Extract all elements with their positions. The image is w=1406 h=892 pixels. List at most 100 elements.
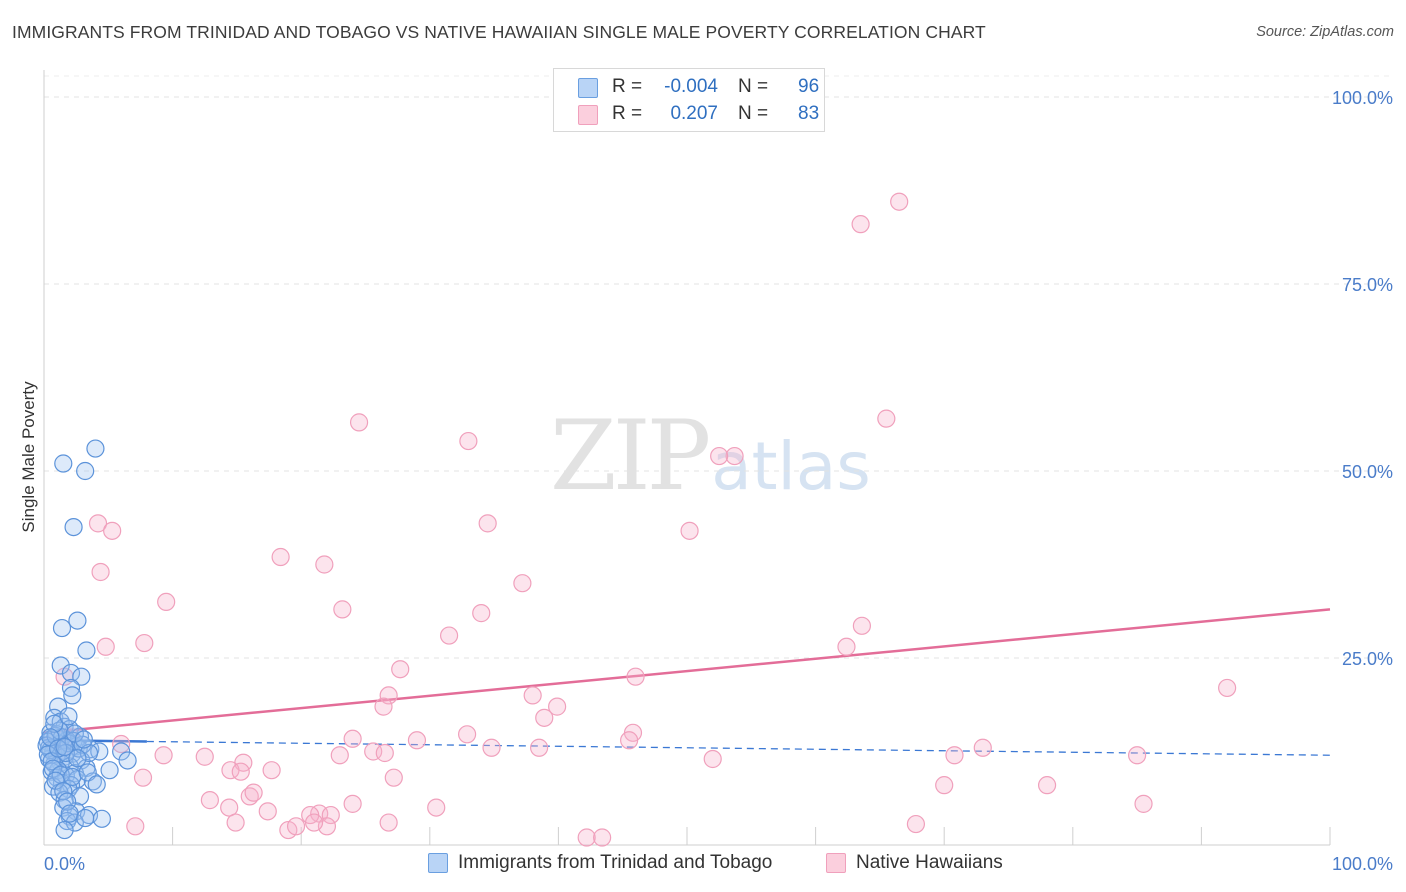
correlation-legend: R = -0.004 N = 96 R = 0.207 N = 83 <box>553 68 825 132</box>
x-tick-label: 0.0% <box>44 854 85 874</box>
legend-r-value: -0.004 <box>664 76 718 97</box>
source-label: Source: ZipAtlas.com <box>1256 24 1394 40</box>
immigrant-point <box>76 461 95 481</box>
native-hawaiian-point <box>375 743 394 763</box>
native-hawaiian-point <box>1218 678 1237 698</box>
native-hawaiian-point <box>593 828 612 847</box>
trend-lines <box>43 608 1331 756</box>
native-hawaiian-point <box>88 514 108 533</box>
native-hawaiian-point <box>126 817 145 836</box>
native-hawaiian-point <box>513 574 532 593</box>
legend-r-value: 0.207 <box>670 103 718 124</box>
native-hawaiian-point <box>459 431 478 451</box>
immigrant-point <box>86 439 105 458</box>
immigrant-point <box>72 667 91 686</box>
native-hawaiian-point <box>112 734 131 754</box>
immigrant-point <box>54 454 73 473</box>
y-tick-label: 50.0% <box>1342 462 1393 482</box>
axes <box>43 70 1331 846</box>
immigrant-point <box>45 714 64 733</box>
native-hawaiian-point <box>837 637 856 656</box>
native-hawaiian-point <box>680 521 699 540</box>
native-hawaiian-point <box>379 686 398 705</box>
data-points <box>37 192 1237 847</box>
bottom-legend-label: Native Hawaiians <box>856 852 1003 873</box>
native-hawaiian-point <box>906 814 926 834</box>
y-tick-label: 75.0% <box>1342 275 1393 295</box>
native-hawaiian-point <box>103 521 122 540</box>
native-hawaiian-point <box>482 738 501 757</box>
immigrant-point <box>77 641 96 660</box>
immigrant-point <box>87 775 106 794</box>
native-hawaiian-point <box>364 742 383 761</box>
native-hawaiian-point <box>330 746 349 765</box>
native-hawaiian-point <box>852 616 871 635</box>
native-hawaiian-point <box>220 798 239 817</box>
native-hawaiian-point <box>379 813 398 832</box>
native-hawaiian-point <box>620 731 639 750</box>
native-hawaiian-point <box>478 514 497 533</box>
native-hawaiian-point <box>945 746 964 765</box>
immigrant-point <box>92 809 111 828</box>
legend-n-label: N = <box>738 76 769 97</box>
native-hawaiian-point <box>457 725 477 744</box>
legend-n-value: 96 <box>798 76 820 97</box>
native-hawaiian-point <box>1134 794 1153 813</box>
native-hawaiian-point <box>703 749 722 769</box>
native-hawaiian-point <box>133 768 153 787</box>
native-hawaiian-point <box>286 817 306 836</box>
immigrant-point <box>65 724 84 743</box>
native-hawaiian-point <box>96 637 115 656</box>
native-hawaiian-point <box>333 600 352 619</box>
immigrant-point <box>68 611 87 630</box>
native-hawaiian-point <box>304 813 324 832</box>
native-hawaiian-point <box>973 738 992 757</box>
native-hawaiian-point <box>535 708 554 727</box>
native-hawaiian-point <box>439 626 459 645</box>
immigrant-trend-line-dashed <box>146 740 1331 756</box>
immigrant-point <box>59 707 78 726</box>
native-hawaiian-point <box>577 828 596 847</box>
x-tick-label: 100.0% <box>1332 854 1393 874</box>
native-hawaiian-point <box>548 697 567 716</box>
immigrant-point <box>118 751 137 770</box>
legend-r-label: R = <box>612 103 643 124</box>
native-hawaiian-point <box>626 667 645 686</box>
native-hawaiian-point <box>343 794 362 813</box>
native-hawaiian-point <box>321 805 340 825</box>
blue-swatch-icon <box>578 78 598 98</box>
native-hawaiian-point <box>710 446 729 466</box>
native-hawaiian-point <box>262 761 281 780</box>
native-hawaiian-point <box>374 697 393 716</box>
native-hawaiian-point <box>1037 776 1057 795</box>
native-hawaiian-point <box>427 798 446 817</box>
immigrant-point <box>79 743 99 763</box>
native-hawaiian-point <box>725 446 744 466</box>
legend-r-label: R = <box>612 76 643 97</box>
grid-lines <box>44 75 1390 659</box>
native-hawaiian-point <box>91 562 110 582</box>
blue-swatch-icon <box>428 853 448 873</box>
native-hawaiian-point <box>195 747 214 766</box>
native-hawaiian-point <box>877 409 896 428</box>
immigrant-point <box>100 761 119 780</box>
immigrant-point <box>54 782 73 801</box>
native-hawaiian-point <box>349 413 369 432</box>
immigrant-point <box>52 618 72 638</box>
native-hawaiian-point <box>472 604 491 623</box>
native-hawaiian-trend-line <box>43 608 1331 735</box>
native-hawaiian-point <box>157 592 176 612</box>
axis-labels: 25.0% 50.0% 75.0% 100.0% 0.0% 100.0% Single Ma… <box>19 88 1393 874</box>
immigrant-point <box>55 737 74 757</box>
bottom-legend-label: Immigrants from Trinidad and Tobago <box>458 852 773 873</box>
pink-swatch-icon <box>578 105 598 125</box>
immigrant-point <box>51 656 70 675</box>
native-hawaiian-point <box>890 192 909 211</box>
immigrant-point <box>74 730 93 749</box>
legend-n-label: N = <box>738 103 769 124</box>
immigrant-point <box>55 820 74 840</box>
immigrant-point <box>58 792 77 811</box>
immigrant-point <box>63 686 82 705</box>
immigrant-point <box>65 813 84 832</box>
immigrant-point <box>61 663 81 683</box>
